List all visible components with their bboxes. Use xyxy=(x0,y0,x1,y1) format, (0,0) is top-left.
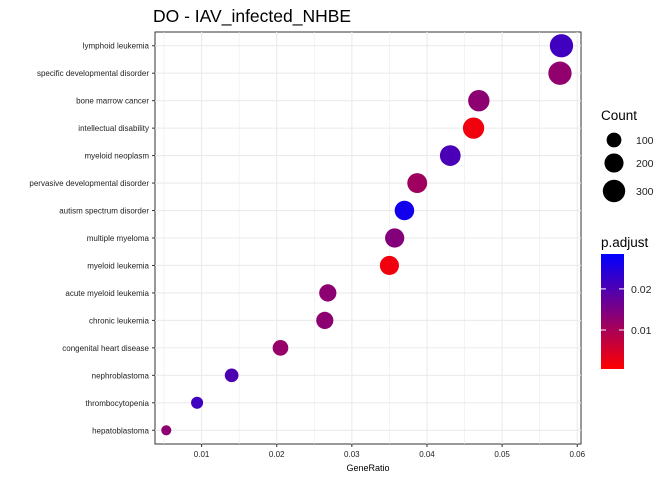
y-tick-label: myeloid leukemia xyxy=(87,261,149,270)
x-axis-label: GeneRatio xyxy=(346,463,389,473)
y-tick-label: nephroblastoma xyxy=(92,371,150,380)
y-tick-label: autism spectrum disorder xyxy=(59,207,149,216)
color-legend: p.adjust 0.02 0.01 xyxy=(601,235,652,369)
data-points xyxy=(161,34,574,436)
y-tick-label: specific developmental disorder xyxy=(37,69,149,78)
grid-major xyxy=(155,32,581,444)
size-legend-items: 100 200 300 xyxy=(602,132,654,203)
data-point xyxy=(439,145,461,166)
data-point xyxy=(379,255,399,276)
data-point xyxy=(468,89,490,112)
data-point xyxy=(548,61,572,85)
color-legend-ticks: 0.02 0.01 xyxy=(601,284,652,337)
size-legend-title: Count xyxy=(601,108,637,123)
y-tick-label: intellectual disability xyxy=(78,124,149,133)
x-tick-label: 0.04 xyxy=(419,450,435,459)
y-axis: lymphoid leukemia specific developmental … xyxy=(29,42,155,435)
y-tick-label: pervasive developmental disorder xyxy=(29,179,149,188)
size-legend-key xyxy=(606,132,622,148)
data-point xyxy=(462,117,485,139)
data-point xyxy=(316,311,334,329)
color-legend-label: 0.01 xyxy=(631,325,652,337)
size-legend: Count 100 200 300 xyxy=(601,108,654,203)
x-tick-label: 0.02 xyxy=(269,450,285,459)
y-tick-label: myeloid neoplasm xyxy=(85,152,150,161)
data-point xyxy=(319,284,337,302)
data-point xyxy=(161,425,172,436)
size-legend-key xyxy=(602,179,626,203)
y-tick-label: multiple myeloma xyxy=(87,234,150,243)
y-tick-label: chronic leukemia xyxy=(89,316,150,325)
data-point xyxy=(549,34,574,58)
data-point xyxy=(272,340,289,356)
data-point xyxy=(385,228,405,248)
size-legend-key xyxy=(604,153,624,173)
x-tick-label: 0.03 xyxy=(344,450,360,459)
y-tick-label: bone marrow cancer xyxy=(76,97,149,106)
chart-title: DO - IAV_infected_NHBE xyxy=(153,6,351,27)
data-point xyxy=(394,200,415,221)
size-legend-label: 300 xyxy=(636,186,654,198)
data-point xyxy=(191,396,204,409)
x-axis: 0.01 0.02 0.03 0.04 0.05 0.06 xyxy=(194,444,586,459)
y-tick-label: congenital heart disease xyxy=(62,344,149,353)
x-tick-label: 0.01 xyxy=(194,450,210,459)
y-tick-label: hepatoblastoma xyxy=(92,426,149,435)
y-tick-label: acute myeloid leukemia xyxy=(65,289,149,298)
color-legend-label: 0.02 xyxy=(631,284,652,296)
y-tick-label: lymphoid leukemia xyxy=(83,42,150,51)
color-legend-title: p.adjust xyxy=(601,235,649,250)
data-point xyxy=(407,173,428,193)
size-legend-label: 100 xyxy=(636,135,654,147)
data-point xyxy=(224,368,239,383)
size-legend-label: 200 xyxy=(636,158,654,170)
color-bar xyxy=(601,254,624,369)
x-tick-label: 0.05 xyxy=(494,450,510,459)
y-tick-label: thrombocytopenia xyxy=(85,399,149,408)
x-tick-label: 0.06 xyxy=(569,450,585,459)
